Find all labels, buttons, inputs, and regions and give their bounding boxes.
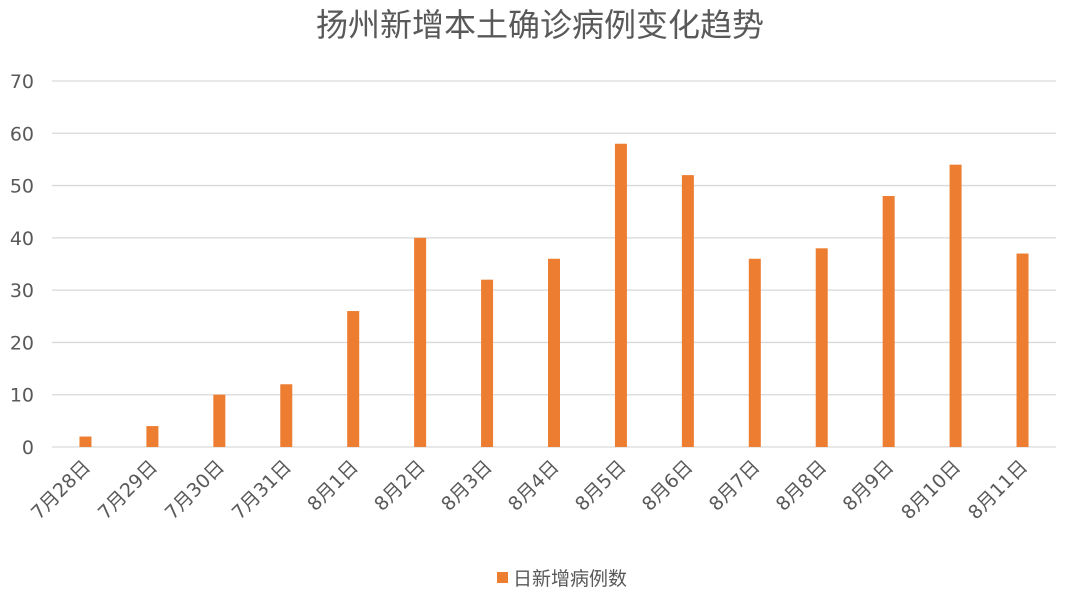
bar <box>347 311 360 447</box>
y-tick-label: 30 <box>10 280 34 302</box>
x-tick-label: 7月30日 <box>161 456 229 524</box>
bar <box>548 258 560 447</box>
x-tick-label: 7月28日 <box>27 456 95 524</box>
y-tick-label: 10 <box>10 385 34 407</box>
bar <box>614 143 627 447</box>
legend-label: 日新增病例数 <box>513 568 627 590</box>
bar <box>949 164 962 447</box>
bar <box>681 175 694 447</box>
y-tick-label: 70 <box>10 71 34 93</box>
x-tick-label: 8月11日 <box>964 456 1032 524</box>
x-tick-label: 8月6日 <box>638 456 698 516</box>
x-tick-label: 8月1日 <box>303 456 363 516</box>
y-tick-label: 0 <box>22 437 34 459</box>
x-tick-label: 7月29日 <box>94 456 162 524</box>
bar <box>748 258 761 447</box>
y-tick-label: 60 <box>10 123 34 145</box>
bar <box>815 248 828 447</box>
x-tick-label: 8月5日 <box>571 456 631 516</box>
chart-title: 扬州新增本土确诊病例变化趋势 <box>316 6 764 44</box>
x-tick-label: 8月3日 <box>437 456 497 516</box>
x-tick-label: 8月7日 <box>705 456 765 516</box>
legend: 日新增病例数 <box>497 568 627 590</box>
bar <box>481 279 494 447</box>
bars <box>79 143 1029 447</box>
x-tick-label: 7月31日 <box>228 456 296 524</box>
y-tick-label: 50 <box>10 176 34 198</box>
bar <box>1016 253 1029 447</box>
y-axis-ticks: 0 10 20 30 40 50 60 70 <box>10 71 34 459</box>
bar <box>146 426 159 447</box>
bar <box>280 384 293 447</box>
y-tick-label: 20 <box>10 332 34 354</box>
bar <box>213 394 226 447</box>
x-tick-label: 8月2日 <box>370 456 430 516</box>
y-tick-label: 40 <box>10 228 34 250</box>
x-tick-label: 8月4日 <box>504 456 564 516</box>
legend-swatch <box>497 572 508 583</box>
bar <box>79 436 92 447</box>
bar <box>414 237 427 447</box>
x-tick-label: 8月9日 <box>839 456 899 516</box>
x-tick-label: 8月10日 <box>897 456 965 524</box>
bar <box>882 196 895 447</box>
x-tick-label: 8月8日 <box>772 456 832 516</box>
